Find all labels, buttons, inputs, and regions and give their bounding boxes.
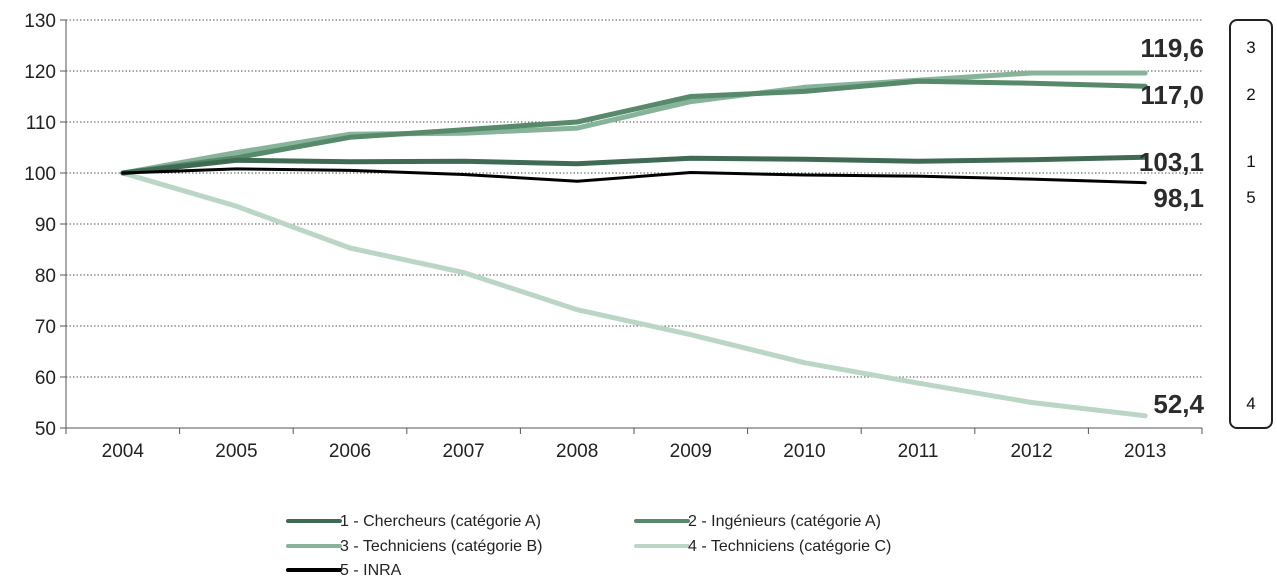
- x-tick-label: 2008: [556, 441, 598, 462]
- legend: 1 - Chercheurs (catégorie A) 2 - Ingénieu…: [286, 513, 891, 579]
- rank-number: 3: [1246, 38, 1255, 57]
- series-lines: [120, 70, 1148, 419]
- x-axis-tick-labels: 2004 2005 2006 2007 2008 2009 2010 2011 2012 2013: [102, 441, 1167, 462]
- legend-label: 4 - Techniciens (catégorie C): [688, 538, 891, 555]
- rank-box-frame: [1229, 19, 1273, 429]
- end-value-labels: 119,6 117,0 103,1 98,1 52,4: [1139, 33, 1205, 419]
- y-tick-label: 130: [24, 11, 56, 32]
- y-tick-label: 80: [35, 266, 56, 287]
- rank-number: 5: [1246, 188, 1255, 207]
- y-tick-label: 120: [24, 62, 56, 83]
- y-tick-label: 90: [35, 215, 56, 236]
- end-value-label: 52,4: [1153, 389, 1204, 419]
- x-tick-label: 2007: [442, 441, 484, 462]
- rank-number: 2: [1246, 85, 1255, 104]
- x-tick-label: 2013: [1124, 441, 1166, 462]
- legend-label: 5 - INRA: [340, 562, 402, 579]
- y-tick-label: 50: [35, 419, 56, 440]
- x-tick-label: 2011: [898, 441, 939, 462]
- rank-box: 3 2 1 5 4: [1229, 19, 1273, 429]
- series-line-2: [120, 78, 1148, 176]
- y-tick-label: 70: [35, 317, 56, 338]
- x-tick-label: 2004: [102, 441, 145, 462]
- x-tick-label: 2006: [329, 441, 371, 462]
- x-tick-label: 2009: [670, 441, 712, 462]
- y-tick-label: 110: [26, 113, 56, 134]
- x-tick-label: 2012: [1010, 441, 1052, 462]
- series-line-4: [120, 170, 1148, 419]
- end-value-label: 98,1: [1153, 183, 1204, 213]
- legend-label: 3 - Techniciens (catégorie B): [340, 538, 542, 555]
- y-tick-label: 100: [24, 164, 56, 185]
- y-axis-tick-labels: 50 60 70 80 90 100 110 120 130: [24, 11, 56, 440]
- x-tick-label: 2005: [215, 441, 257, 462]
- legend-label: 2 - Ingénieurs (catégorie A): [688, 513, 881, 530]
- series-line-1: [120, 154, 1148, 176]
- rank-number: 4: [1246, 394, 1255, 413]
- legend-label: 1 - Chercheurs (catégorie A): [340, 513, 541, 530]
- end-value-label: 103,1: [1139, 147, 1204, 177]
- axes: [60, 19, 1203, 434]
- y-tick-label: 60: [35, 368, 56, 389]
- end-value-label: 117,0: [1140, 80, 1204, 110]
- rank-number: 1: [1246, 152, 1255, 171]
- end-value-label: 119,6: [1140, 33, 1204, 63]
- series-line-5: [121, 167, 1147, 185]
- series-line-3: [120, 70, 1148, 176]
- grid-lines: [66, 19, 1202, 378]
- x-tick-label: 2010: [783, 441, 825, 462]
